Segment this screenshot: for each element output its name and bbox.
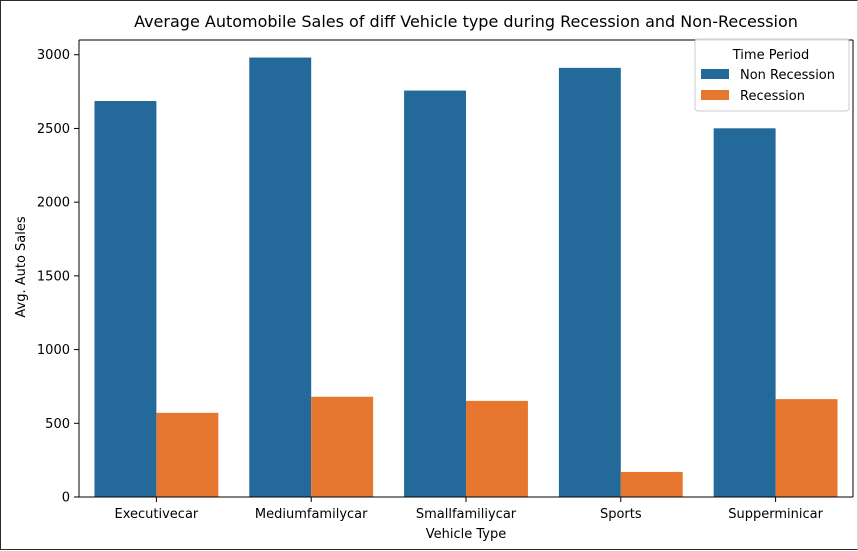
bar-recession-executivecar xyxy=(156,412,219,497)
bar-recession-mediumfamilycar xyxy=(311,396,374,497)
x-tick-label-mediumfamilycar: Mediumfamilycar xyxy=(255,507,368,522)
legend-box xyxy=(694,38,850,112)
bar-non-recession-supperminicar xyxy=(713,128,776,497)
x-tick-label-supperminicar: Supperminicar xyxy=(728,507,823,522)
bar-non-recession-smallfamiliycar xyxy=(404,90,466,497)
y-tick-label-2500: 2500 xyxy=(37,122,70,137)
y-tick-label-2000: 2000 xyxy=(37,196,70,211)
legend: Time Period Non Recession Recession xyxy=(694,38,850,112)
chart-title: Average Automobile Sales of diff Vehicle… xyxy=(134,12,798,31)
y-tick-label-3000: 3000 xyxy=(37,48,70,63)
x-tick-label-smallfamiliycar: Smallfamiliycar xyxy=(416,507,517,522)
legend-swatch-non-recession xyxy=(701,69,729,79)
legend-swatch-recession xyxy=(701,90,729,100)
y-tick-label-1000: 1000 xyxy=(37,343,70,358)
x-tick-label-sports: Sports xyxy=(600,507,642,522)
y-tick-label-500: 500 xyxy=(45,417,70,432)
bar-recession-supperminicar xyxy=(775,399,838,497)
bar-non-recession-sports xyxy=(558,67,621,498)
legend-label-recession: Recession xyxy=(740,89,805,104)
legend-label-non-recession: Non Recession xyxy=(740,68,835,83)
y-tick-label-0: 0 xyxy=(62,491,70,506)
x-axis-label: Vehicle Type xyxy=(426,527,506,542)
plot-area: 0 500 1000 1500 2000 2500 3000 Executivecar Medi… xyxy=(37,39,854,522)
bar-recession-smallfamiliycar xyxy=(466,400,528,497)
y-tick-label-1500: 1500 xyxy=(37,269,70,284)
x-tick-label-executivecar: Executivecar xyxy=(115,507,199,522)
legend-title: Time Period xyxy=(732,48,809,63)
y-axis-label: Avg. Auto Sales xyxy=(14,216,29,317)
bar-recession-sports xyxy=(620,471,683,497)
bar-non-recession-executivecar xyxy=(94,101,157,497)
bar-non-recession-mediumfamilycar xyxy=(249,57,312,497)
